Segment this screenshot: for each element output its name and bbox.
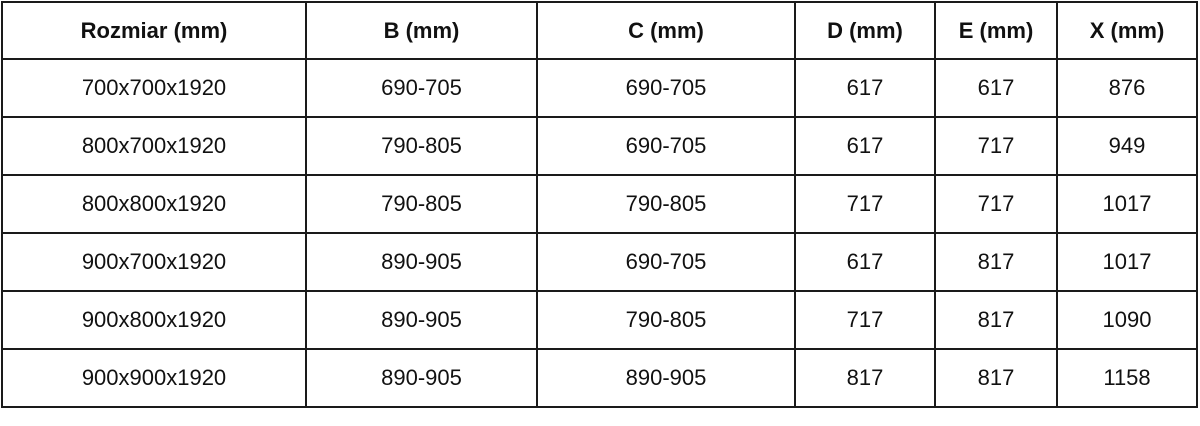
cell-size: 800x700x1920 — [1, 116, 307, 176]
cell-size: 700x700x1920 — [1, 58, 307, 118]
column-header-x: X (mm) — [1056, 1, 1198, 60]
table-row: 900x900x1920 890-905 890-905 817 817 1158 — [1, 348, 1198, 408]
cell-d: 617 — [794, 116, 936, 176]
cell-x: 1017 — [1056, 232, 1198, 292]
cell-e: 717 — [934, 174, 1058, 234]
dimensions-table: Rozmiar (mm) B (mm) C (mm) D (mm) E (mm) X (m… — [1, 1, 1198, 408]
cell-c: 690-705 — [536, 232, 796, 292]
column-header-d: D (mm) — [794, 1, 936, 60]
cell-b: 790-805 — [305, 116, 538, 176]
cell-b: 890-905 — [305, 232, 538, 292]
cell-e: 617 — [934, 58, 1058, 118]
cell-d: 617 — [794, 232, 936, 292]
cell-size: 800x800x1920 — [1, 174, 307, 234]
column-header-size: Rozmiar (mm) — [1, 1, 307, 60]
cell-c: 890-905 — [536, 348, 796, 408]
cell-d: 717 — [794, 174, 936, 234]
column-header-c: C (mm) — [536, 1, 796, 60]
cell-x: 876 — [1056, 58, 1198, 118]
cell-x: 1090 — [1056, 290, 1198, 350]
cell-c: 790-805 — [536, 290, 796, 350]
cell-d: 617 — [794, 58, 936, 118]
header-row: Rozmiar (mm) B (mm) C (mm) D (mm) E (mm) X (m… — [1, 1, 1198, 60]
column-header-e: E (mm) — [934, 1, 1058, 60]
cell-e: 717 — [934, 116, 1058, 176]
cell-c: 790-805 — [536, 174, 796, 234]
cell-b: 890-905 — [305, 348, 538, 408]
cell-x: 1017 — [1056, 174, 1198, 234]
cell-c: 690-705 — [536, 58, 796, 118]
cell-b: 690-705 — [305, 58, 538, 118]
cell-e: 817 — [934, 348, 1058, 408]
table-row: 900x800x1920 890-905 790-805 717 817 1090 — [1, 290, 1198, 350]
cell-d: 817 — [794, 348, 936, 408]
table-row: 700x700x1920 690-705 690-705 617 617 876 — [1, 58, 1198, 118]
column-header-b: B (mm) — [305, 1, 538, 60]
cell-size: 900x800x1920 — [1, 290, 307, 350]
cell-b: 890-905 — [305, 290, 538, 350]
table-row: 800x800x1920 790-805 790-805 717 717 1017 — [1, 174, 1198, 234]
cell-size: 900x700x1920 — [1, 232, 307, 292]
cell-c: 690-705 — [536, 116, 796, 176]
cell-x: 1158 — [1056, 348, 1198, 408]
cell-d: 717 — [794, 290, 936, 350]
table-row: 900x700x1920 890-905 690-705 617 817 1017 — [1, 232, 1198, 292]
table-row: 800x700x1920 790-805 690-705 617 717 949 — [1, 116, 1198, 176]
cell-size: 900x900x1920 — [1, 348, 307, 408]
cell-x: 949 — [1056, 116, 1198, 176]
cell-e: 817 — [934, 290, 1058, 350]
cell-e: 817 — [934, 232, 1058, 292]
cell-b: 790-805 — [305, 174, 538, 234]
